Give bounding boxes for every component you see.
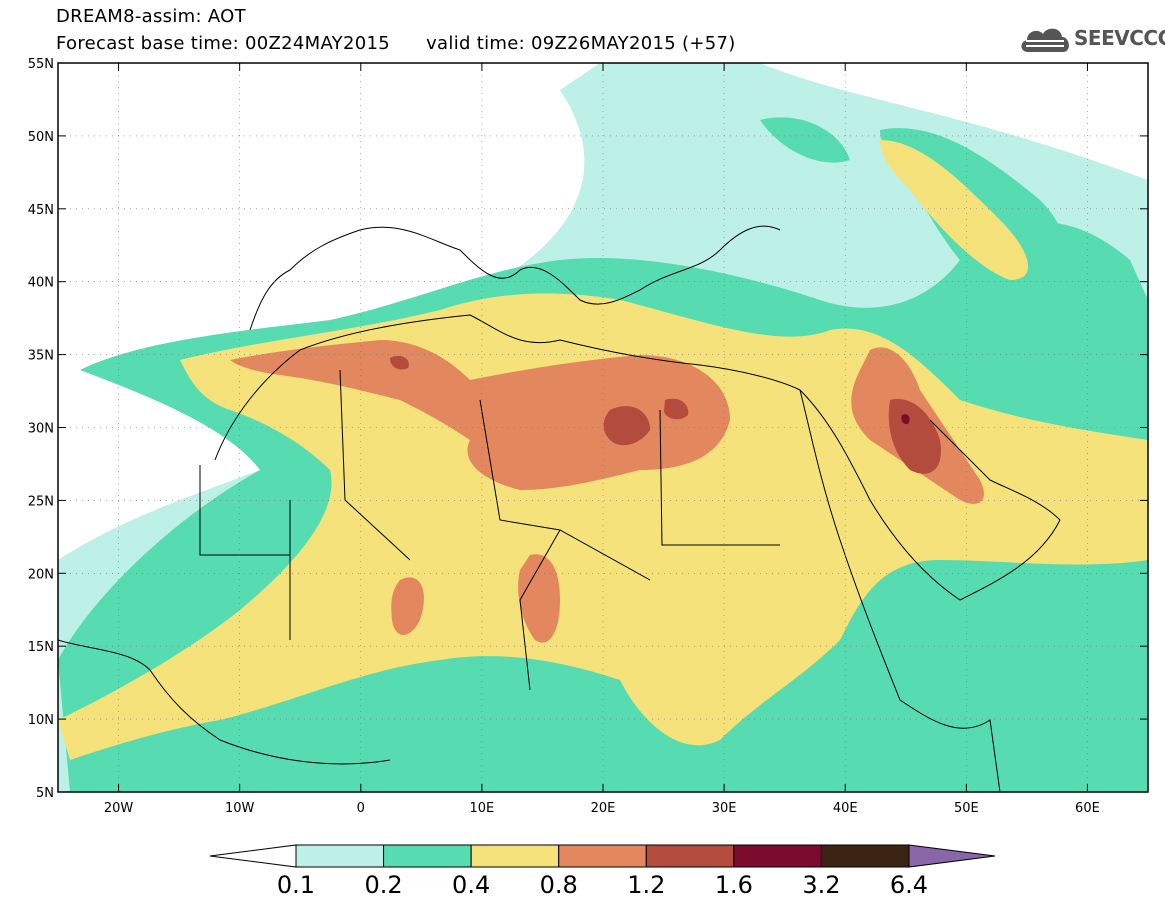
aot-band-1.2-c [390, 355, 409, 370]
time-line: Forecast base time: 00Z24MAY2015 valid t… [56, 33, 736, 54]
axis-ticks: 20W 10W 0 10E 20E 30E 40E 50E 60E 5N 10N 15N 20N 25N 3… [28, 57, 1148, 816]
lon-tick-label: 0 [357, 801, 365, 816]
aot-band-1.6 [901, 414, 910, 425]
map-frame [57, 62, 1149, 793]
lon-tick-label: 20E [591, 801, 616, 816]
lat-tick-label: 40N [28, 276, 54, 291]
lon-tick-label: 10E [470, 801, 495, 816]
colorbar-level-label: 0.8 [540, 871, 578, 899]
aot-band-1.2-b [664, 398, 689, 420]
colorbar-high-arrow [908, 844, 996, 868]
colorbar-low-arrow [209, 844, 297, 868]
lon-tick-label: 50E [954, 801, 979, 816]
valid-time-label: valid time: 09Z26MAY2015 (+57) [426, 33, 736, 54]
colorbar-level-label: 3.2 [802, 871, 840, 899]
colorbar-level-label: 0.1 [277, 871, 315, 899]
model-title: DREAM8-assim: AOT [56, 6, 246, 27]
lon-tick-label: 20W [104, 801, 134, 816]
lon-tick-label: 10W [225, 801, 255, 816]
coastline-africa [58, 314, 1001, 792]
aot-band-0.8-sahel-a [391, 577, 424, 635]
lat-tick-label: 45N [28, 203, 54, 218]
aot-band-0.8 [230, 340, 730, 490]
cloud-icon [1021, 28, 1069, 52]
lat-tick-label: 20N [28, 567, 54, 582]
colorbar-level-label: 0.4 [452, 871, 490, 899]
colorbar-swatch [295, 844, 385, 868]
lon-tick-label: 60E [1075, 801, 1100, 816]
colorbar-swatch [733, 844, 822, 868]
lat-tick-label: 25N [28, 494, 54, 509]
seevccc-logo: SEEVCCC [1018, 22, 1165, 58]
colorbar-swatch [820, 844, 910, 868]
lat-tick-label: 50N [28, 130, 54, 145]
lat-tick-label: 35N [28, 349, 54, 364]
colorbar-swatch [383, 844, 472, 868]
coastline-europe [249, 225, 781, 331]
base-time-label: Forecast base time: 00Z24MAY2015 [56, 33, 390, 54]
aot-band-0.8-sahel-b [518, 554, 560, 643]
lat-tick-label: 15N [28, 640, 54, 655]
aot-band-0.2-east [760, 117, 850, 163]
logo-text: SEEVCCC [1074, 26, 1165, 50]
aot-band-1.2 [603, 406, 650, 446]
lat-tick-label: 10N [28, 713, 54, 728]
coastlines [58, 225, 1061, 792]
lat-tick-label: 30N [28, 422, 54, 437]
colorbar-level-label: 6.4 [890, 871, 928, 899]
colorbar-swatch [645, 844, 735, 868]
coastline-arabia [799, 389, 1061, 601]
lat-tick-label: 5N [36, 786, 54, 801]
colorbar-swatch [470, 844, 560, 868]
colorbar-level-label: 0.2 [364, 871, 402, 899]
lon-tick-label: 30E [712, 801, 737, 816]
country-borders [199, 369, 780, 691]
colorbar-level-label: 1.6 [715, 871, 753, 899]
lat-tick-label: 55N [28, 57, 54, 72]
aot-band-0.4-ne [880, 140, 1029, 280]
lon-tick-label: 40E [833, 801, 858, 816]
colorbar: 0.1 0.2 0.4 0.8 1.2 1.6 3.2 6.4 [209, 844, 996, 899]
colorbar-level-label: 1.2 [627, 871, 665, 899]
colorbar-swatch [558, 844, 647, 868]
